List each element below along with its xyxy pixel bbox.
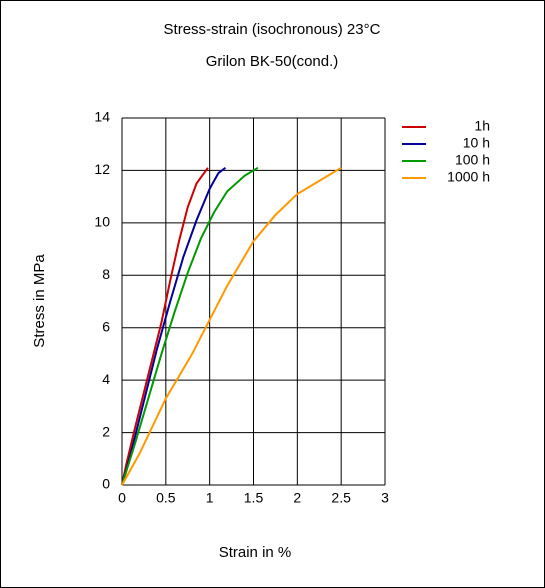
y-tick-label: 4	[102, 371, 110, 387]
y-tick-label: 0	[102, 476, 110, 492]
series-line	[121, 166, 259, 486]
y-tick-label: 2	[102, 423, 110, 439]
x-tick-label: 1.5	[244, 490, 264, 506]
x-tick-label: 1	[206, 490, 214, 506]
x-axis-label: Strain in %	[219, 544, 292, 561]
x-tick-label: 2	[293, 490, 301, 506]
y-axis-label: Stress in MPa	[31, 254, 48, 348]
series-line	[121, 167, 209, 486]
legend-label: 1000 h	[447, 169, 490, 185]
chart-subtitle: Grilon BK-50(cond.)	[206, 53, 339, 70]
y-tick-label: 10	[94, 214, 110, 230]
y-tick-label: 6	[102, 318, 110, 334]
x-tick-label: 0.5	[156, 490, 176, 506]
y-tick-label: 14	[94, 109, 110, 125]
legend-label: 10 h	[463, 135, 490, 151]
x-tick-label: 3	[381, 490, 389, 506]
series-line	[121, 167, 227, 486]
legend-label: 1h	[474, 118, 490, 134]
x-tick-label: 2.5	[331, 490, 351, 506]
y-tick-label: 12	[94, 161, 110, 177]
x-tick-label: 0	[118, 490, 126, 506]
legend-label: 100 h	[455, 152, 490, 168]
chart-title: Stress-strain (isochronous) 23°C	[164, 21, 381, 38]
y-tick-label: 8	[102, 266, 110, 282]
series-line	[121, 166, 342, 486]
